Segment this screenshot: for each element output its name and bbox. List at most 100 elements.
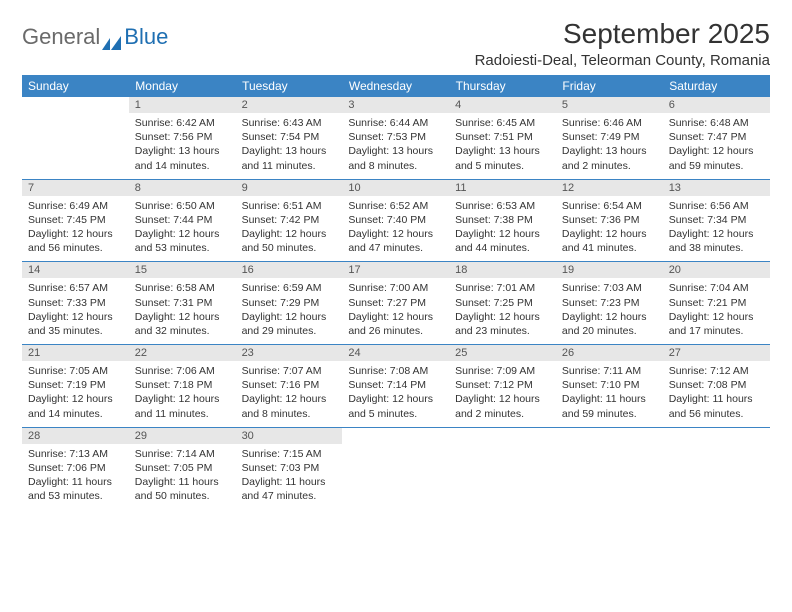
daylight-line: Daylight: 12 hours and 29 minutes. [242, 310, 337, 338]
calendar-day-cell: 21Sunrise: 7:05 AMSunset: 7:19 PMDayligh… [22, 345, 129, 428]
daylight-line: Daylight: 12 hours and 53 minutes. [135, 227, 230, 255]
sunrise-line: Sunrise: 7:00 AM [348, 281, 443, 295]
sunset-line: Sunset: 7:36 PM [562, 213, 657, 227]
calendar-day-cell: 7Sunrise: 6:49 AMSunset: 7:45 PMDaylight… [22, 179, 129, 262]
daylight-line: Daylight: 12 hours and 56 minutes. [28, 227, 123, 255]
day-number: 27 [663, 345, 770, 361]
sunrise-line: Sunrise: 6:50 AM [135, 199, 230, 213]
sunset-line: Sunset: 7:34 PM [669, 213, 764, 227]
sunrise-line: Sunrise: 7:13 AM [28, 447, 123, 461]
calendar-day-cell: 17Sunrise: 7:00 AMSunset: 7:27 PMDayligh… [342, 262, 449, 345]
weekday-header: Wednesday [342, 75, 449, 97]
sunset-line: Sunset: 7:42 PM [242, 213, 337, 227]
daylight-line: Daylight: 12 hours and 26 minutes. [348, 310, 443, 338]
day-content: Sunrise: 6:49 AMSunset: 7:45 PMDaylight:… [22, 196, 129, 262]
daylight-line: Daylight: 12 hours and 38 minutes. [669, 227, 764, 255]
title-block: September 2025 Radoiesti-Deal, Teleorman… [475, 18, 770, 69]
day-content: Sunrise: 6:52 AMSunset: 7:40 PMDaylight:… [342, 196, 449, 262]
calendar-day-cell [449, 427, 556, 509]
day-content: Sunrise: 6:43 AMSunset: 7:54 PMDaylight:… [236, 113, 343, 179]
day-number: 8 [129, 180, 236, 196]
day-number: 16 [236, 262, 343, 278]
day-content: Sunrise: 7:11 AMSunset: 7:10 PMDaylight:… [556, 361, 663, 427]
sunrise-line: Sunrise: 6:54 AM [562, 199, 657, 213]
sunset-line: Sunset: 7:40 PM [348, 213, 443, 227]
sunset-line: Sunset: 7:08 PM [669, 378, 764, 392]
daylight-line: Daylight: 13 hours and 5 minutes. [455, 144, 550, 172]
day-content: Sunrise: 7:00 AMSunset: 7:27 PMDaylight:… [342, 278, 449, 344]
calendar-day-cell: 28Sunrise: 7:13 AMSunset: 7:06 PMDayligh… [22, 427, 129, 509]
sunrise-line: Sunrise: 6:53 AM [455, 199, 550, 213]
daylight-line: Daylight: 11 hours and 59 minutes. [562, 392, 657, 420]
sunrise-line: Sunrise: 7:07 AM [242, 364, 337, 378]
sunrise-line: Sunrise: 6:42 AM [135, 116, 230, 130]
day-content: Sunrise: 6:51 AMSunset: 7:42 PMDaylight:… [236, 196, 343, 262]
day-number: 9 [236, 180, 343, 196]
sunset-line: Sunset: 7:51 PM [455, 130, 550, 144]
daylight-line: Daylight: 12 hours and 41 minutes. [562, 227, 657, 255]
daylight-line: Daylight: 13 hours and 14 minutes. [135, 144, 230, 172]
day-number: 20 [663, 262, 770, 278]
daylight-line: Daylight: 12 hours and 23 minutes. [455, 310, 550, 338]
day-content: Sunrise: 6:56 AMSunset: 7:34 PMDaylight:… [663, 196, 770, 262]
day-content: Sunrise: 6:48 AMSunset: 7:47 PMDaylight:… [663, 113, 770, 179]
sunset-line: Sunset: 7:10 PM [562, 378, 657, 392]
weekday-header: Friday [556, 75, 663, 97]
calendar-day-cell: 23Sunrise: 7:07 AMSunset: 7:16 PMDayligh… [236, 345, 343, 428]
calendar-day-cell: 14Sunrise: 6:57 AMSunset: 7:33 PMDayligh… [22, 262, 129, 345]
calendar-day-cell: 2Sunrise: 6:43 AMSunset: 7:54 PMDaylight… [236, 97, 343, 179]
day-content: Sunrise: 6:58 AMSunset: 7:31 PMDaylight:… [129, 278, 236, 344]
sunset-line: Sunset: 7:53 PM [348, 130, 443, 144]
daylight-line: Daylight: 12 hours and 11 minutes. [135, 392, 230, 420]
daylight-line: Daylight: 12 hours and 14 minutes. [28, 392, 123, 420]
day-content: Sunrise: 7:01 AMSunset: 7:25 PMDaylight:… [449, 278, 556, 344]
day-content: Sunrise: 7:09 AMSunset: 7:12 PMDaylight:… [449, 361, 556, 427]
calendar-day-cell [22, 97, 129, 179]
day-content: Sunrise: 7:03 AMSunset: 7:23 PMDaylight:… [556, 278, 663, 344]
calendar-week-row: 14Sunrise: 6:57 AMSunset: 7:33 PMDayligh… [22, 262, 770, 345]
calendar-week-row: 1Sunrise: 6:42 AMSunset: 7:56 PMDaylight… [22, 97, 770, 179]
day-content: Sunrise: 7:04 AMSunset: 7:21 PMDaylight:… [663, 278, 770, 344]
daylight-line: Daylight: 12 hours and 47 minutes. [348, 227, 443, 255]
calendar-day-cell [663, 427, 770, 509]
calendar-day-cell: 1Sunrise: 6:42 AMSunset: 7:56 PMDaylight… [129, 97, 236, 179]
logo-text-general: General [22, 24, 100, 50]
sunset-line: Sunset: 7:14 PM [348, 378, 443, 392]
day-number: 7 [22, 180, 129, 196]
day-number: 17 [342, 262, 449, 278]
day-number: 3 [342, 97, 449, 113]
logo: General Blue [22, 18, 168, 50]
sunrise-line: Sunrise: 6:44 AM [348, 116, 443, 130]
daylight-line: Daylight: 12 hours and 35 minutes. [28, 310, 123, 338]
day-content: Sunrise: 6:53 AMSunset: 7:38 PMDaylight:… [449, 196, 556, 262]
daylight-line: Daylight: 12 hours and 44 minutes. [455, 227, 550, 255]
calendar-day-cell: 30Sunrise: 7:15 AMSunset: 7:03 PMDayligh… [236, 427, 343, 509]
calendar-day-cell: 3Sunrise: 6:44 AMSunset: 7:53 PMDaylight… [342, 97, 449, 179]
weekday-header: Monday [129, 75, 236, 97]
sunset-line: Sunset: 7:12 PM [455, 378, 550, 392]
sunrise-line: Sunrise: 6:52 AM [348, 199, 443, 213]
sunset-line: Sunset: 7:56 PM [135, 130, 230, 144]
sunrise-line: Sunrise: 7:05 AM [28, 364, 123, 378]
sunset-line: Sunset: 7:27 PM [348, 296, 443, 310]
day-content: Sunrise: 7:05 AMSunset: 7:19 PMDaylight:… [22, 361, 129, 427]
day-content: Sunrise: 6:54 AMSunset: 7:36 PMDaylight:… [556, 196, 663, 262]
weekday-header: Thursday [449, 75, 556, 97]
sunrise-line: Sunrise: 7:04 AM [669, 281, 764, 295]
calendar-week-row: 28Sunrise: 7:13 AMSunset: 7:06 PMDayligh… [22, 427, 770, 509]
day-number: 5 [556, 97, 663, 113]
day-number: 25 [449, 345, 556, 361]
calendar-table: SundayMondayTuesdayWednesdayThursdayFrid… [22, 75, 770, 509]
day-number: 26 [556, 345, 663, 361]
day-number: 13 [663, 180, 770, 196]
sunset-line: Sunset: 7:06 PM [28, 461, 123, 475]
sunrise-line: Sunrise: 7:15 AM [242, 447, 337, 461]
calendar-day-cell [342, 427, 449, 509]
logo-text-blue: Blue [124, 24, 168, 50]
daylight-line: Daylight: 12 hours and 59 minutes. [669, 144, 764, 172]
sunset-line: Sunset: 7:16 PM [242, 378, 337, 392]
calendar-day-cell: 11Sunrise: 6:53 AMSunset: 7:38 PMDayligh… [449, 179, 556, 262]
day-content: Sunrise: 7:14 AMSunset: 7:05 PMDaylight:… [129, 444, 236, 510]
day-number: 29 [129, 428, 236, 444]
calendar-day-cell: 10Sunrise: 6:52 AMSunset: 7:40 PMDayligh… [342, 179, 449, 262]
